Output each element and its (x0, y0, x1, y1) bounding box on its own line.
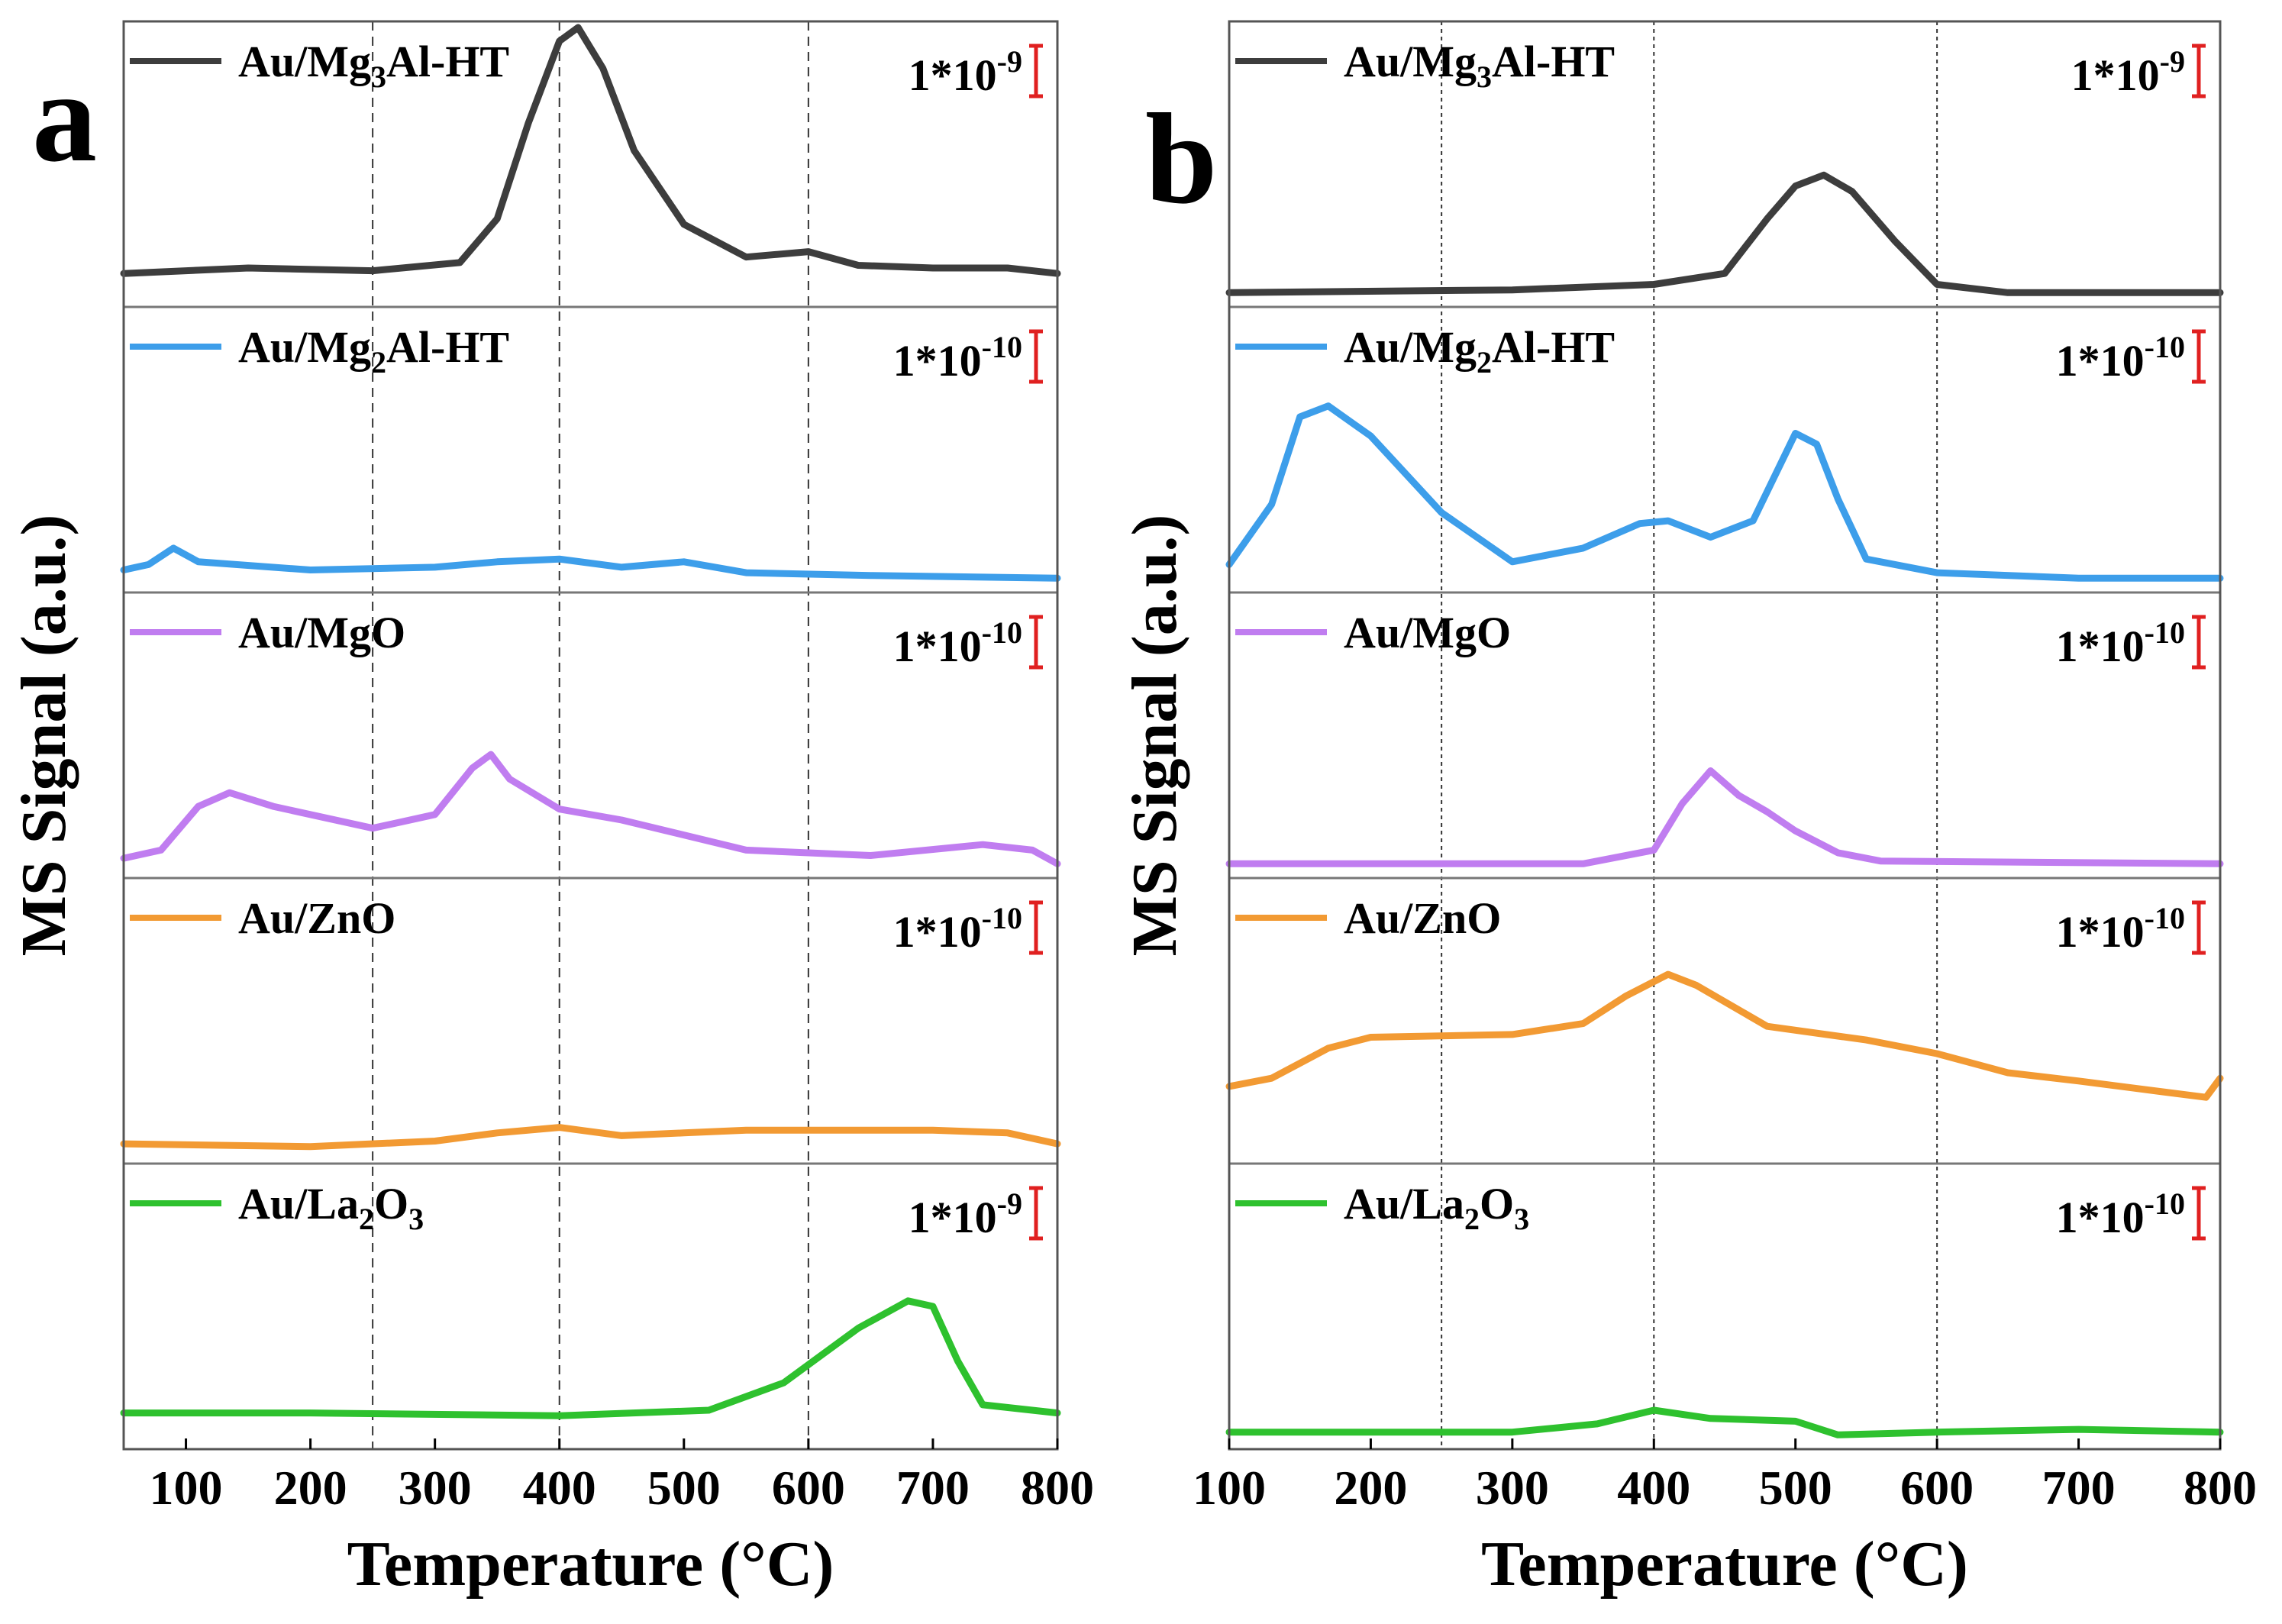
series-line-Au/La2O3 (1225, 1406, 2224, 1438)
x-tick-label-200: 200 (274, 1461, 347, 1515)
series-line-Au/MgO (120, 751, 1061, 867)
series-line-Au/MgO (1225, 767, 2224, 867)
scale-label-Au/ZnO: 1*10-10 (2056, 901, 2185, 957)
x-tick-label-400: 400 (1617, 1461, 1690, 1515)
x-tick-label-500: 500 (647, 1461, 721, 1515)
scale-label-Au/La2O3: 1*10-9 (909, 1187, 1022, 1242)
series-line-Au/Mg2Al-HT (1225, 402, 2224, 582)
scale-label-Au/Mg3Al-HT: 1*10-9 (2071, 44, 2185, 100)
series-line-Au/ZnO (1225, 970, 2224, 1101)
legend-label-Au/MgO: Au/MgO (238, 608, 405, 657)
x-tick-label-700: 700 (896, 1461, 970, 1515)
subplot-a-3: Au/MgO 1*10-10 (120, 591, 1061, 867)
subplot-b-5: Au/La2O3 1*10-10 (1225, 1162, 2224, 1438)
panel-letter-a: a (32, 45, 97, 189)
legend-label-Au/Mg2Al-HT: Au/Mg2Al-HT (238, 322, 509, 379)
legend-label-Au/Mg3Al-HT: Au/Mg3Al-HT (1344, 37, 1615, 94)
scale-label-Au/ZnO: 1*10-10 (893, 901, 1022, 957)
x-tick-label-800: 800 (2184, 1461, 2257, 1515)
x-tick-label-500: 500 (1759, 1461, 1832, 1515)
legend-label-Au/Mg2Al-HT: Au/Mg2Al-HT (1344, 322, 1615, 379)
series-line-Au/Mg3Al-HT (1225, 171, 2224, 296)
y-axis-title: MS Signal (a.u.) (1119, 515, 1190, 957)
panel-b: Au/Mg3Al-HT 1*10-9Au/Mg2Al-HT 1*10-10Au/Mg… (1119, 20, 2257, 1600)
x-axis-title: Temperature (°C) (347, 1529, 834, 1600)
x-tick-label-400: 400 (523, 1461, 596, 1515)
scale-label-Au/Mg2Al-HT: 1*10-10 (2056, 330, 2185, 386)
x-tick-label-600: 600 (1900, 1461, 1974, 1515)
plot-frame (1228, 20, 2222, 1451)
legend-label-Au/ZnO: Au/ZnO (1344, 893, 1501, 943)
subplot-b-1: Au/Mg3Al-HT 1*10-9 (1225, 37, 2224, 296)
plot-frame (122, 20, 1059, 1451)
y-axis-title: MS Signal (a.u.) (8, 515, 79, 957)
subplot-a-4: Au/ZnO 1*10-10 (120, 877, 1061, 1151)
x-axis-title: Temperature (°C) (1481, 1529, 1968, 1600)
series-line-Au/Mg3Al-HT (120, 24, 1061, 277)
subplot-b-2: Au/Mg2Al-HT 1*10-10 (1225, 305, 2224, 582)
scale-label-Au/La2O3: 1*10-10 (2056, 1187, 2185, 1242)
series-line-Au/ZnO (120, 1124, 1061, 1151)
x-tick-label-800: 800 (1021, 1461, 1094, 1515)
scale-label-Au/MgO: 1*10-10 (893, 615, 1022, 671)
subplot-a-1: Au/Mg3Al-HT 1*10-9 (120, 24, 1061, 277)
x-tick-label-100: 100 (1193, 1461, 1266, 1515)
subplot-b-3: Au/MgO 1*10-10 (1225, 591, 2224, 867)
panel-letter-b: b (1145, 87, 1218, 231)
panel-a: Au/Mg3Al-HT 1*10-9Au/Mg2Al-HT 1*10-10Au/Mg… (8, 20, 1094, 1600)
x-tick-label-700: 700 (2042, 1461, 2116, 1515)
x-tick-label-200: 200 (1334, 1461, 1407, 1515)
legend-label-Au/La2O3: Au/La2O3 (238, 1179, 424, 1236)
x-tick-label-600: 600 (772, 1461, 845, 1515)
legend-label-Au/La2O3: Au/La2O3 (1344, 1179, 1529, 1236)
subplot-a-2: Au/Mg2Al-HT 1*10-10 (120, 305, 1061, 582)
x-tick-label-300: 300 (1476, 1461, 1549, 1515)
legend-label-Au/MgO: Au/MgO (1344, 608, 1511, 657)
series-line-Au/La2O3 (120, 1297, 1061, 1419)
legend-label-Au/ZnO: Au/ZnO (238, 893, 395, 943)
scale-label-Au/Mg3Al-HT: 1*10-9 (909, 44, 1022, 100)
x-tick-label-100: 100 (150, 1461, 223, 1515)
series-line-Au/Mg2Al-HT (120, 544, 1061, 582)
scale-label-Au/Mg2Al-HT: 1*10-10 (893, 330, 1022, 386)
scale-label-Au/MgO: 1*10-10 (2056, 615, 2185, 671)
x-tick-label-300: 300 (399, 1461, 472, 1515)
subplot-b-4: Au/ZnO 1*10-10 (1225, 877, 2224, 1101)
subplot-a-5: Au/La2O3 1*10-9 (120, 1162, 1061, 1419)
legend-label-Au/Mg3Al-HT: Au/Mg3Al-HT (238, 37, 509, 94)
